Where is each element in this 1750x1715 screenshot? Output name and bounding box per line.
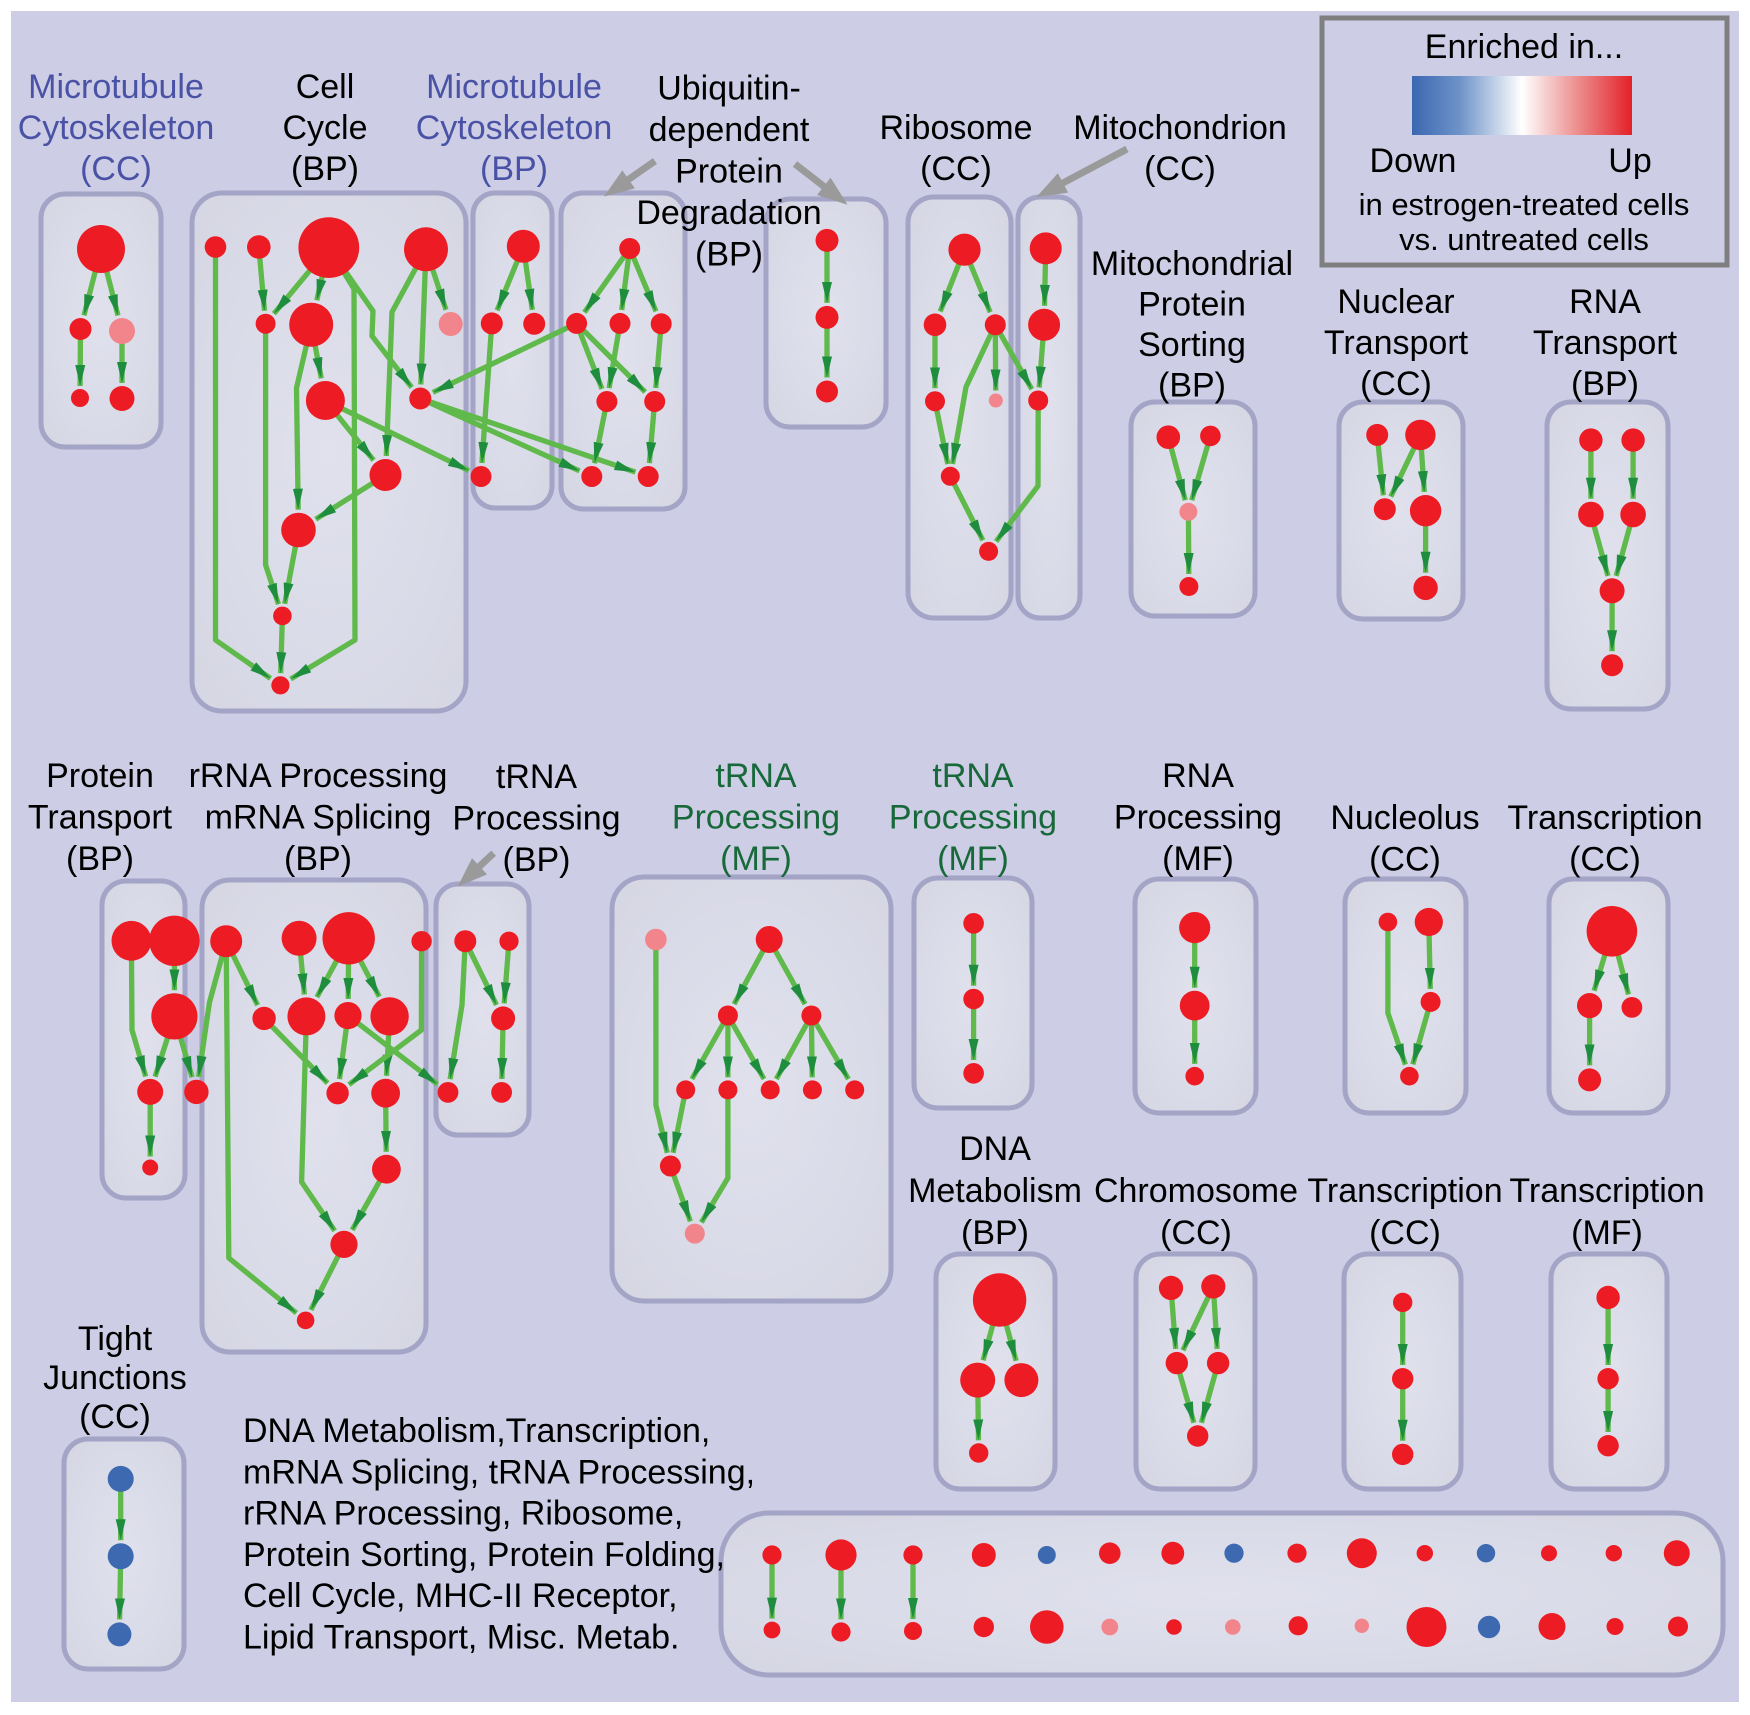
svg-text:in estrogen-treated cells: in estrogen-treated cells: [1359, 187, 1690, 222]
svg-text:Down: Down: [1370, 142, 1457, 180]
svg-text:(CC): (CC): [1369, 841, 1441, 879]
svg-text:Mitochondrial: Mitochondrial: [1091, 245, 1293, 283]
svg-text:Protein Sorting, Protein Foldi: Protein Sorting, Protein Folding,: [243, 1536, 725, 1574]
svg-text:Processing: Processing: [452, 800, 620, 838]
svg-text:(BP): (BP): [1571, 365, 1639, 403]
svg-text:(CC): (CC): [920, 150, 992, 188]
svg-text:Enriched in...: Enriched in...: [1425, 28, 1623, 66]
svg-text:(BP): (BP): [961, 1214, 1029, 1252]
svg-text:Ribosome: Ribosome: [879, 109, 1032, 147]
svg-text:Nucleolus: Nucleolus: [1330, 799, 1479, 837]
svg-text:rRNA Processing: rRNA Processing: [189, 757, 448, 795]
svg-text:Transcription: Transcription: [1509, 1172, 1704, 1210]
svg-text:vs. untreated cells: vs. untreated cells: [1399, 222, 1649, 257]
svg-text:(BP): (BP): [66, 840, 134, 878]
svg-text:Tight: Tight: [78, 1320, 153, 1358]
svg-text:dependent: dependent: [649, 111, 810, 149]
svg-text:Chromosome: Chromosome: [1094, 1172, 1298, 1210]
svg-text:Degradation: Degradation: [636, 194, 821, 232]
svg-text:Protein: Protein: [46, 757, 154, 795]
svg-text:Transcription: Transcription: [1307, 1172, 1502, 1210]
svg-text:(CC): (CC): [79, 1398, 151, 1436]
svg-text:Cell: Cell: [296, 68, 355, 106]
svg-text:(BP): (BP): [695, 236, 763, 274]
svg-text:(MF): (MF): [937, 840, 1009, 878]
svg-text:Cell Cycle, MHC-II Receptor,: Cell Cycle, MHC-II Receptor,: [243, 1577, 678, 1615]
svg-text:Transport: Transport: [1533, 324, 1678, 362]
svg-text:rRNA Processing, Ribosome,: rRNA Processing, Ribosome,: [243, 1495, 683, 1533]
svg-text:DNA Metabolism,Transcription,: DNA Metabolism,Transcription,: [243, 1412, 710, 1450]
svg-text:Microtubule: Microtubule: [28, 68, 204, 106]
svg-text:Processing: Processing: [672, 799, 840, 837]
svg-text:Processing: Processing: [889, 799, 1057, 837]
svg-text:Transcription: Transcription: [1507, 799, 1702, 837]
svg-text:(MF): (MF): [1162, 840, 1234, 878]
svg-text:Protein: Protein: [1138, 286, 1246, 324]
svg-text:Lipid Transport, Misc. Metab.: Lipid Transport, Misc. Metab.: [243, 1619, 680, 1657]
svg-text:tRNA: tRNA: [715, 757, 797, 795]
svg-text:Cytoskeleton: Cytoskeleton: [18, 109, 215, 147]
svg-text:Processing: Processing: [1114, 799, 1282, 837]
svg-text:(CC): (CC): [1144, 150, 1216, 188]
svg-text:(MF): (MF): [720, 840, 792, 878]
svg-text:Cycle: Cycle: [282, 109, 367, 147]
svg-text:(CC): (CC): [80, 150, 152, 188]
svg-text:Protein: Protein: [675, 153, 783, 191]
svg-text:mRNA Splicing: mRNA Splicing: [205, 799, 432, 837]
svg-text:(CC): (CC): [1160, 1214, 1232, 1252]
svg-text:(CC): (CC): [1569, 841, 1641, 879]
svg-text:RNA: RNA: [1162, 757, 1234, 795]
svg-text:Up: Up: [1608, 142, 1651, 180]
svg-text:DNA: DNA: [959, 1130, 1031, 1168]
svg-text:(BP): (BP): [480, 150, 548, 188]
svg-text:RNA: RNA: [1569, 283, 1641, 321]
svg-text:Microtubule: Microtubule: [426, 68, 602, 106]
svg-text:(MF): (MF): [1571, 1214, 1643, 1252]
svg-text:Sorting: Sorting: [1138, 326, 1246, 364]
svg-text:mRNA Splicing, tRNA Processing: mRNA Splicing, tRNA Processing,: [243, 1453, 755, 1491]
svg-text:Junctions: Junctions: [43, 1359, 187, 1397]
svg-text:(CC): (CC): [1360, 365, 1432, 403]
svg-text:Transport: Transport: [1324, 324, 1469, 362]
svg-text:tRNA: tRNA: [496, 758, 578, 796]
svg-text:Mitochondrion: Mitochondrion: [1073, 109, 1287, 147]
svg-text:(CC): (CC): [1369, 1214, 1441, 1252]
svg-text:Transport: Transport: [28, 799, 173, 837]
svg-text:Ubiquitin-: Ubiquitin-: [657, 70, 801, 108]
svg-text:(BP): (BP): [1158, 367, 1226, 405]
svg-text:Cytoskeleton: Cytoskeleton: [416, 109, 613, 147]
svg-text:(BP): (BP): [291, 150, 359, 188]
svg-text:(BP): (BP): [284, 840, 352, 878]
svg-text:Nuclear: Nuclear: [1337, 283, 1454, 321]
svg-text:(BP): (BP): [503, 841, 571, 879]
svg-text:tRNA: tRNA: [932, 757, 1014, 795]
svg-text:Metabolism: Metabolism: [908, 1172, 1082, 1210]
